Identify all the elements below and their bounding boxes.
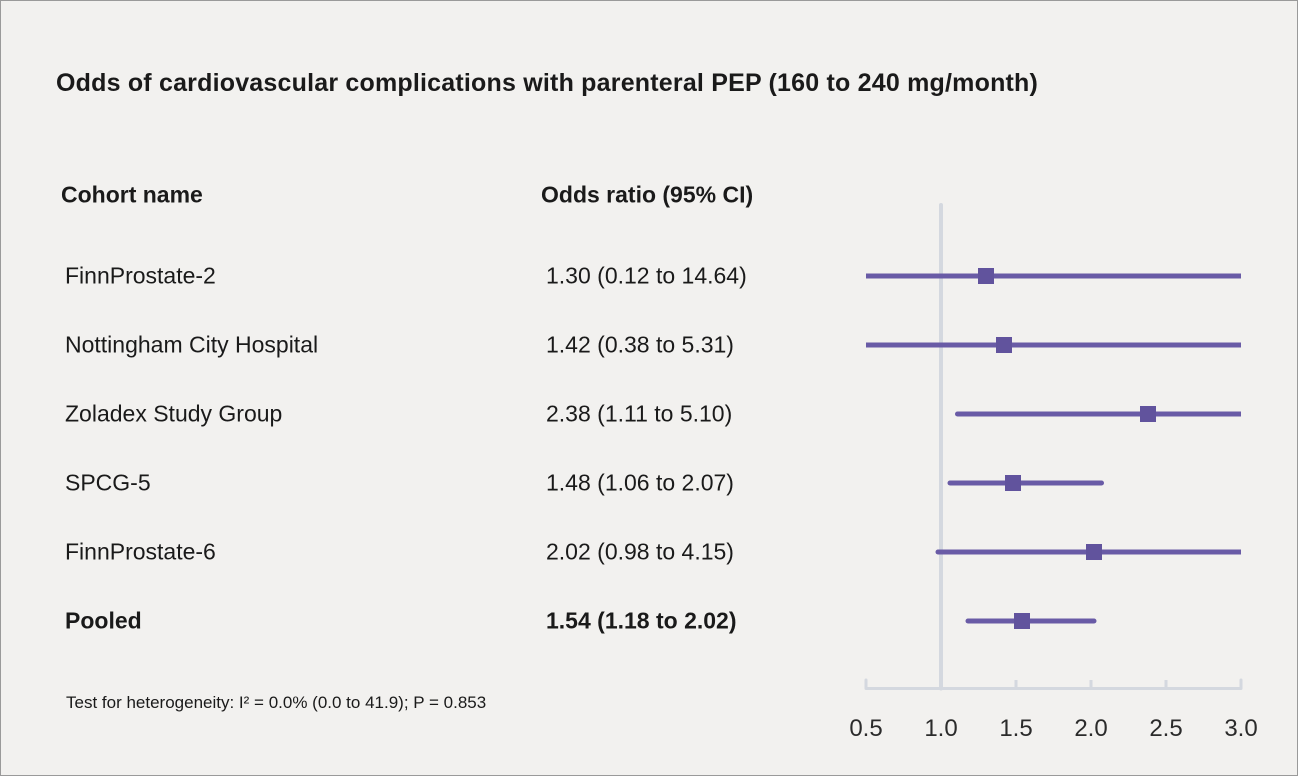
axis-tick-label: 2.0: [1074, 715, 1108, 742]
ci-cap-left: [955, 411, 960, 417]
heterogeneity-footnote: Test for heterogeneity: I² = 0.0% (0.0 t…: [66, 693, 487, 712]
cohort-label: Nottingham City Hospital: [65, 331, 319, 358]
odds-ratio-value: 1.54 (1.18 to 2.02): [546, 607, 737, 634]
axis-tick-label: 1.5: [999, 715, 1033, 742]
cohort-label: SPCG-5: [65, 469, 151, 496]
ci-cap-left: [965, 618, 971, 624]
x-axis: [864, 678, 1243, 690]
cohort-label: FinnProstate-6: [65, 538, 216, 565]
point-estimate-marker: [1086, 544, 1102, 560]
point-estimate-marker: [1014, 613, 1030, 629]
point-estimate-marker: [1140, 406, 1156, 422]
ci-cap-left: [935, 549, 941, 555]
point-estimate-marker: [1005, 475, 1021, 491]
ci-cap-right: [1091, 618, 1097, 624]
axis-tick-label: 0.5: [849, 715, 883, 742]
cohort-label: Zoladex Study Group: [65, 400, 283, 427]
axis-tick-label: 2.5: [1149, 715, 1183, 742]
point-estimate-marker: [978, 268, 994, 284]
odds-ratio-value: 2.38 (1.11 to 5.10): [546, 400, 733, 427]
axis-tick-label: 3.0: [1224, 715, 1258, 742]
ci-cap-right: [1099, 480, 1104, 486]
ci-cap-left: [947, 480, 953, 486]
odds-ratio-value: 1.48 (1.06 to 2.07): [546, 469, 734, 496]
point-estimate-marker: [996, 337, 1012, 353]
chart-title: Odds of cardiovascular complications wit…: [56, 69, 1039, 97]
odds-ratio-value: 1.30 (0.12 to 14.64): [546, 262, 747, 289]
odds-ratio-value: 1.42 (0.38 to 5.31): [546, 331, 734, 358]
column-header-cohort: Cohort name: [61, 181, 203, 208]
axis-tick-label: 1.0: [924, 715, 958, 742]
column-header-odds-ratio: Odds ratio (95% CI): [541, 181, 754, 208]
cohort-label: Pooled: [65, 607, 142, 634]
odds-ratio-value: 2.02 (0.98 to 4.15): [546, 538, 734, 565]
cohort-label: FinnProstate-2: [65, 262, 216, 289]
